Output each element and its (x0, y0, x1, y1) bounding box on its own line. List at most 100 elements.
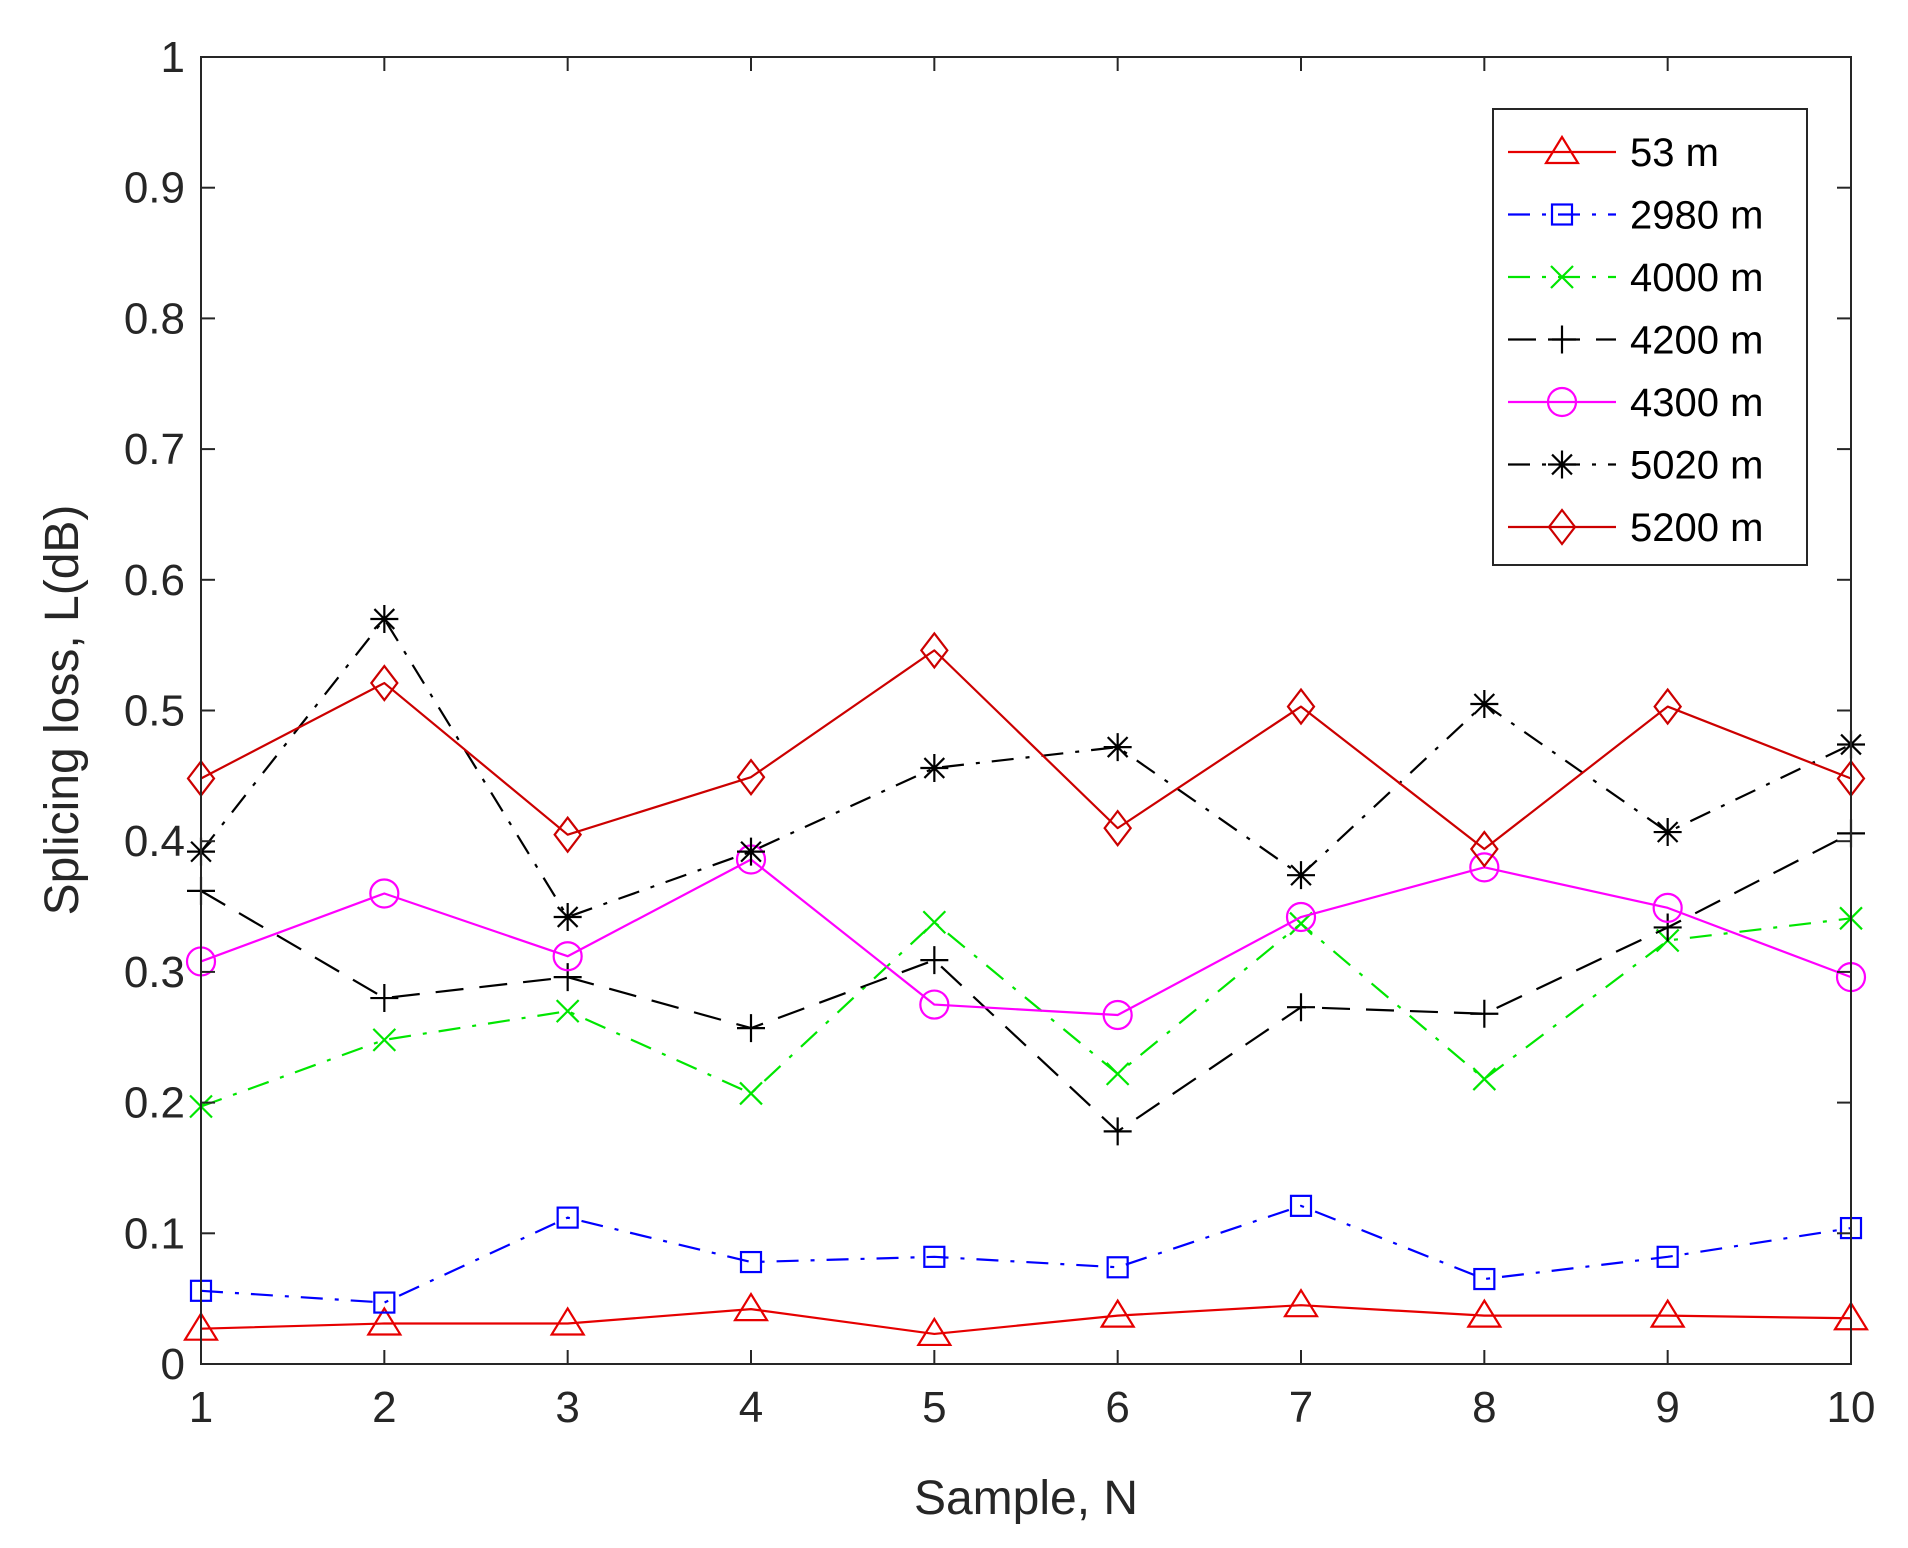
y-tick-label-1: 1 (161, 33, 185, 82)
series-line-4000-m (200, 917, 1852, 1108)
x-tick-label-9: 9 (1655, 1383, 1679, 1432)
legend-entry-5020-m: 5020 m (1508, 444, 1763, 488)
legend-entry-4000-m: 4000 m (1508, 256, 1763, 300)
point-5200-m-8 (1469, 830, 1499, 868)
point-4200-m-4 (737, 1014, 765, 1043)
point-2980-m-6 (1106, 1256, 1129, 1279)
point-5020-m-3 (553, 903, 582, 932)
y-axis-title: Splicing loss, L(dB) (36, 505, 89, 916)
y-tick-label-0-5: 0.5 (124, 687, 185, 736)
y-tick-label-0-1: 0.1 (124, 1209, 185, 1258)
point-53-m-8 (1466, 1298, 1503, 1328)
point-5200-m-9 (1653, 687, 1683, 726)
point-5020-m-2 (370, 605, 399, 634)
series-line-5200-m (200, 649, 1852, 851)
legend-marker-4000-m (1550, 265, 1574, 289)
x-tick-label-3: 3 (555, 1383, 579, 1432)
point-4000-m-6 (1105, 1062, 1130, 1086)
point-53-m-7 (1283, 1288, 1319, 1318)
point-2980-m-4 (739, 1250, 763, 1274)
legend-marker-4300-m (1546, 386, 1578, 418)
point-2980-m-5 (923, 1245, 946, 1268)
point-4200-m-6 (1103, 1117, 1132, 1146)
point-2980-m-9 (1656, 1245, 1679, 1268)
point-4000-m-4 (739, 1081, 763, 1106)
legend-marker-2980-m (1550, 203, 1574, 226)
point-4300-m-2 (369, 878, 400, 909)
legend-marker-4200-m (1548, 325, 1576, 354)
x-tick-label-10: 10 (1827, 1383, 1876, 1432)
legend-entry-2980-m: 2980 m (1508, 194, 1763, 238)
point-5200-m-7 (1286, 687, 1316, 726)
legend-entry-5200-m: 5200 m (1508, 506, 1763, 550)
point-5200-m-5 (919, 631, 949, 670)
point-4300-m-7 (1285, 901, 1317, 933)
point-2980-m-7 (1289, 1194, 1313, 1217)
point-4000-m-5 (922, 910, 947, 935)
point-5020-m-5 (920, 754, 949, 783)
point-4300-m-5 (919, 989, 950, 1020)
point-5200-m-2 (369, 664, 399, 702)
point-5020-m-7 (1287, 861, 1315, 890)
point-4300-m-3 (552, 941, 583, 972)
point-53-m-9 (1649, 1298, 1686, 1328)
point-4200-m-8 (1470, 999, 1499, 1028)
point-53-m-4 (733, 1292, 769, 1322)
point-5200-m-3 (553, 815, 583, 854)
point-5020-m-6 (1103, 733, 1132, 762)
point-4000-m-7 (1289, 911, 1313, 936)
point-2980-m-8 (1473, 1267, 1496, 1291)
series-line-5020-m (200, 617, 1852, 919)
y-tick-label-0-3: 0.3 (124, 948, 185, 997)
legend-entry-4300-m: 4300 m (1508, 381, 1763, 425)
point-4200-m-5 (920, 946, 949, 975)
legend-label-4000-m: 4000 m (1630, 256, 1763, 300)
point-4200-m-7 (1287, 993, 1315, 1022)
point-4200-m-2 (370, 984, 399, 1013)
point-4300-m-6 (1102, 999, 1133, 1031)
point-53-m-3 (549, 1306, 586, 1336)
point-4200-m-3 (553, 963, 582, 992)
point-5020-m-9 (1653, 818, 1682, 847)
series-2980-m (189, 1194, 1863, 1314)
point-5020-m-4 (737, 837, 765, 866)
point-4300-m-8 (1469, 852, 1500, 883)
legend-label-53-m: 53 m (1630, 131, 1719, 175)
y-tick-label-0-4: 0.4 (124, 817, 185, 866)
point-53-m-2 (366, 1306, 403, 1336)
series-line-53-m (200, 1304, 1852, 1336)
point-2980-m-3 (556, 1206, 579, 1229)
y-tick-label-0-7: 0.7 (124, 425, 185, 474)
legend-marker-53-m (1544, 134, 1580, 165)
legend-marker-5200-m (1547, 508, 1577, 546)
x-tick-label-5: 5 (922, 1383, 946, 1432)
legend-marker-5020-m (1548, 450, 1576, 479)
y-tick-label-0-9: 0.9 (124, 164, 185, 213)
y-tick-label-0-6: 0.6 (124, 556, 185, 605)
y-tick-label-0-8: 0.8 (124, 294, 185, 343)
x-axis-title: Sample, N (914, 1472, 1138, 1525)
legend-label-4300-m: 4300 m (1630, 381, 1763, 425)
point-4000-m-8 (1472, 1067, 1497, 1091)
point-2980-m-2 (373, 1291, 396, 1314)
point-5020-m-8 (1470, 689, 1499, 718)
y-tick-label-0-2: 0.2 (124, 1079, 185, 1128)
legend-label-2980-m: 2980 m (1630, 194, 1763, 238)
point-4200-m-9 (1653, 913, 1682, 942)
point-5200-m-6 (1103, 809, 1133, 847)
point-4000-m-2 (372, 1028, 397, 1052)
series-4000-m (189, 906, 1863, 1119)
series-line-2980-m (200, 1204, 1852, 1304)
x-tick-label-8: 8 (1472, 1383, 1496, 1432)
legend-label-5200-m: 5200 m (1630, 506, 1763, 550)
x-tick-label-2: 2 (372, 1383, 396, 1432)
x-tick-label-6: 6 (1105, 1383, 1129, 1432)
legend-label-4200-m: 4200 m (1630, 319, 1763, 363)
legend-entry-53-m: 53 m (1508, 131, 1719, 175)
point-4000-m-3 (555, 999, 580, 1023)
point-4300-m-9 (1652, 892, 1683, 923)
series-layer (183, 605, 1869, 1347)
point-53-m-5 (916, 1316, 953, 1347)
legend-label-5020-m: 5020 m (1630, 444, 1763, 488)
